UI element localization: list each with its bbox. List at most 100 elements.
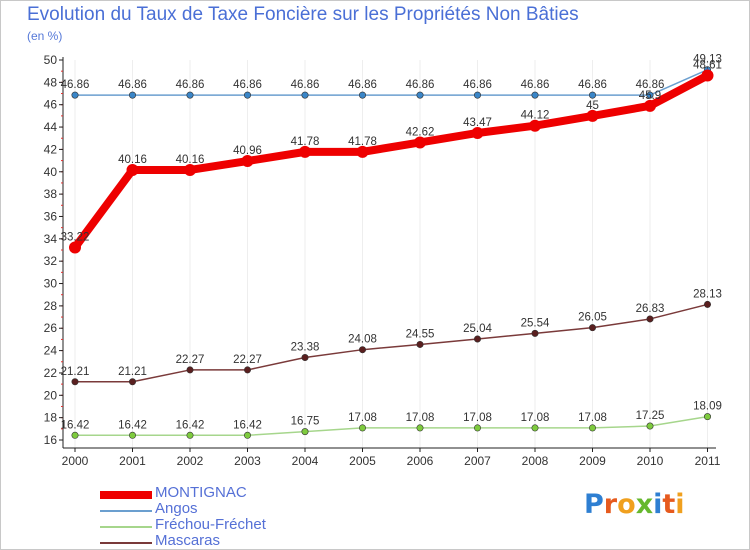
data-point-fr-chou-fr-chet [473, 424, 481, 432]
x-tick-label: 2002 [177, 454, 204, 468]
data-label-fr-chou-fr-chet: 16.42 [61, 419, 90, 431]
data-point-fr-chou-fr-chet [129, 431, 137, 439]
data-label-angos: 46.86 [521, 79, 550, 91]
data-label-fr-chou-fr-chet: 16.42 [118, 419, 147, 431]
y-tick-label: 26 [44, 321, 58, 335]
data-label-montignac: 41.78 [291, 136, 320, 148]
data-point-angos [71, 91, 79, 99]
y-tick-label: 20 [44, 388, 58, 402]
data-label-fr-chou-fr-chet: 18.09 [693, 401, 722, 413]
data-point-fr-chou-fr-chet [301, 428, 309, 436]
data-label-montignac: 41.78 [348, 136, 377, 148]
data-point-montignac [126, 163, 139, 176]
data-point-angos [129, 91, 137, 99]
data-point-angos [244, 91, 252, 99]
data-point-montignac [644, 99, 656, 112]
data-point-montignac [241, 155, 254, 168]
data-label-angos: 46.86 [463, 79, 492, 91]
data-point-angos [473, 91, 481, 99]
data-label-montignac: 45 [586, 100, 599, 112]
y-tick-label: 28 [44, 299, 58, 313]
y-tick-label: 24 [44, 344, 58, 358]
y-tick-label: 16 [44, 433, 58, 447]
x-tick-label: 2006 [407, 454, 434, 468]
data-point-montignac [701, 69, 714, 82]
data-point-fr-chou-fr-chet [244, 431, 252, 439]
data-label-montignac: 43.47 [463, 117, 492, 129]
y-tick-label: 48 [44, 75, 58, 89]
x-tick-label: 2011 [695, 454, 721, 468]
y-tick-label: 50 [44, 53, 58, 67]
data-label-montignac: 40.96 [233, 145, 262, 157]
logo-letter: o [617, 489, 636, 520]
logo-letter: i [675, 489, 685, 520]
data-point-mascaras [358, 346, 366, 354]
data-point-fr-chou-fr-chet [186, 431, 194, 439]
y-tick-label: 34 [44, 232, 58, 246]
data-label-montignac: 42.62 [406, 126, 435, 138]
x-tick-label: 2000 [62, 454, 89, 468]
x-tick-label: 2003 [234, 454, 261, 468]
data-label-mascaras: 25.54 [521, 317, 550, 329]
logo-letter: i [653, 489, 663, 520]
x-tick-label: 2007 [464, 454, 491, 468]
x-tick-label: 2004 [292, 454, 319, 468]
data-label-montignac: 45.9 [639, 90, 661, 102]
data-label-mascaras: 28.13 [693, 288, 722, 300]
data-label-angos: 46.86 [578, 79, 607, 91]
data-label-fr-chou-fr-chet: 17.08 [406, 412, 435, 424]
data-point-mascaras [416, 340, 424, 348]
data-point-montignac [184, 163, 196, 176]
y-tick-label: 42 [44, 142, 58, 156]
logo-letter: x [635, 489, 654, 520]
data-point-fr-chou-fr-chet [588, 424, 596, 432]
data-point-montignac [299, 145, 311, 158]
data-point-mascaras [588, 324, 596, 332]
data-label-angos: 46.86 [291, 79, 320, 91]
data-label-mascaras: 22.27 [233, 354, 262, 366]
data-label-mascaras: 24.08 [348, 334, 377, 346]
legend-label: Angos [155, 500, 198, 517]
logo-letter: r [603, 489, 618, 520]
data-point-fr-chou-fr-chet [531, 424, 539, 432]
data-label-mascaras: 23.38 [291, 342, 320, 354]
data-label-fr-chou-fr-chet: 17.08 [521, 412, 550, 424]
data-point-angos [416, 91, 424, 99]
data-label-mascaras: 24.55 [406, 328, 435, 340]
data-label-mascaras: 26.83 [636, 303, 665, 315]
data-point-montignac [529, 119, 541, 132]
legend-swatch [100, 510, 152, 512]
data-point-mascaras [244, 366, 252, 374]
series-line-mascaras [74, 303, 709, 383]
data-point-montignac [69, 241, 81, 254]
data-label-angos: 46.86 [61, 79, 90, 91]
data-point-angos [531, 91, 539, 99]
proxiti-logo: Proxiti [584, 489, 685, 520]
data-label-fr-chou-fr-chet: 16.42 [233, 419, 262, 431]
data-label-mascaras: 21.21 [61, 366, 90, 378]
data-point-montignac [586, 109, 599, 122]
chart-title: Evolution du Taux de Taxe Foncière sur l… [27, 4, 579, 25]
x-tick-label: 2001 [119, 454, 146, 468]
data-label-montignac: 44.12 [521, 110, 550, 122]
data-label-fr-chou-fr-chet: 16.75 [291, 416, 320, 428]
legend-label: Mascaras [155, 532, 221, 549]
y-tick-label: 32 [44, 254, 58, 268]
x-tick-label: 2005 [349, 454, 376, 468]
data-point-mascaras [71, 378, 79, 386]
data-point-mascaras [703, 300, 711, 308]
data-label-angos: 46.86 [118, 79, 147, 91]
data-label-fr-chou-fr-chet: 16.42 [176, 419, 205, 431]
data-point-montignac [414, 136, 426, 149]
data-point-fr-chou-fr-chet [416, 424, 424, 432]
data-point-angos [358, 91, 366, 99]
y-tick-label: 22 [44, 366, 58, 380]
x-tick-label: 2009 [579, 454, 606, 468]
data-label-angos: 46.86 [176, 79, 205, 91]
y-tick-label: 40 [44, 165, 58, 179]
data-label-mascaras: 22.27 [176, 354, 205, 366]
data-label-angos: 46.86 [636, 79, 665, 91]
data-point-fr-chou-fr-chet [646, 422, 654, 430]
data-label-mascaras: 21.21 [118, 366, 147, 378]
data-point-angos [646, 91, 654, 99]
